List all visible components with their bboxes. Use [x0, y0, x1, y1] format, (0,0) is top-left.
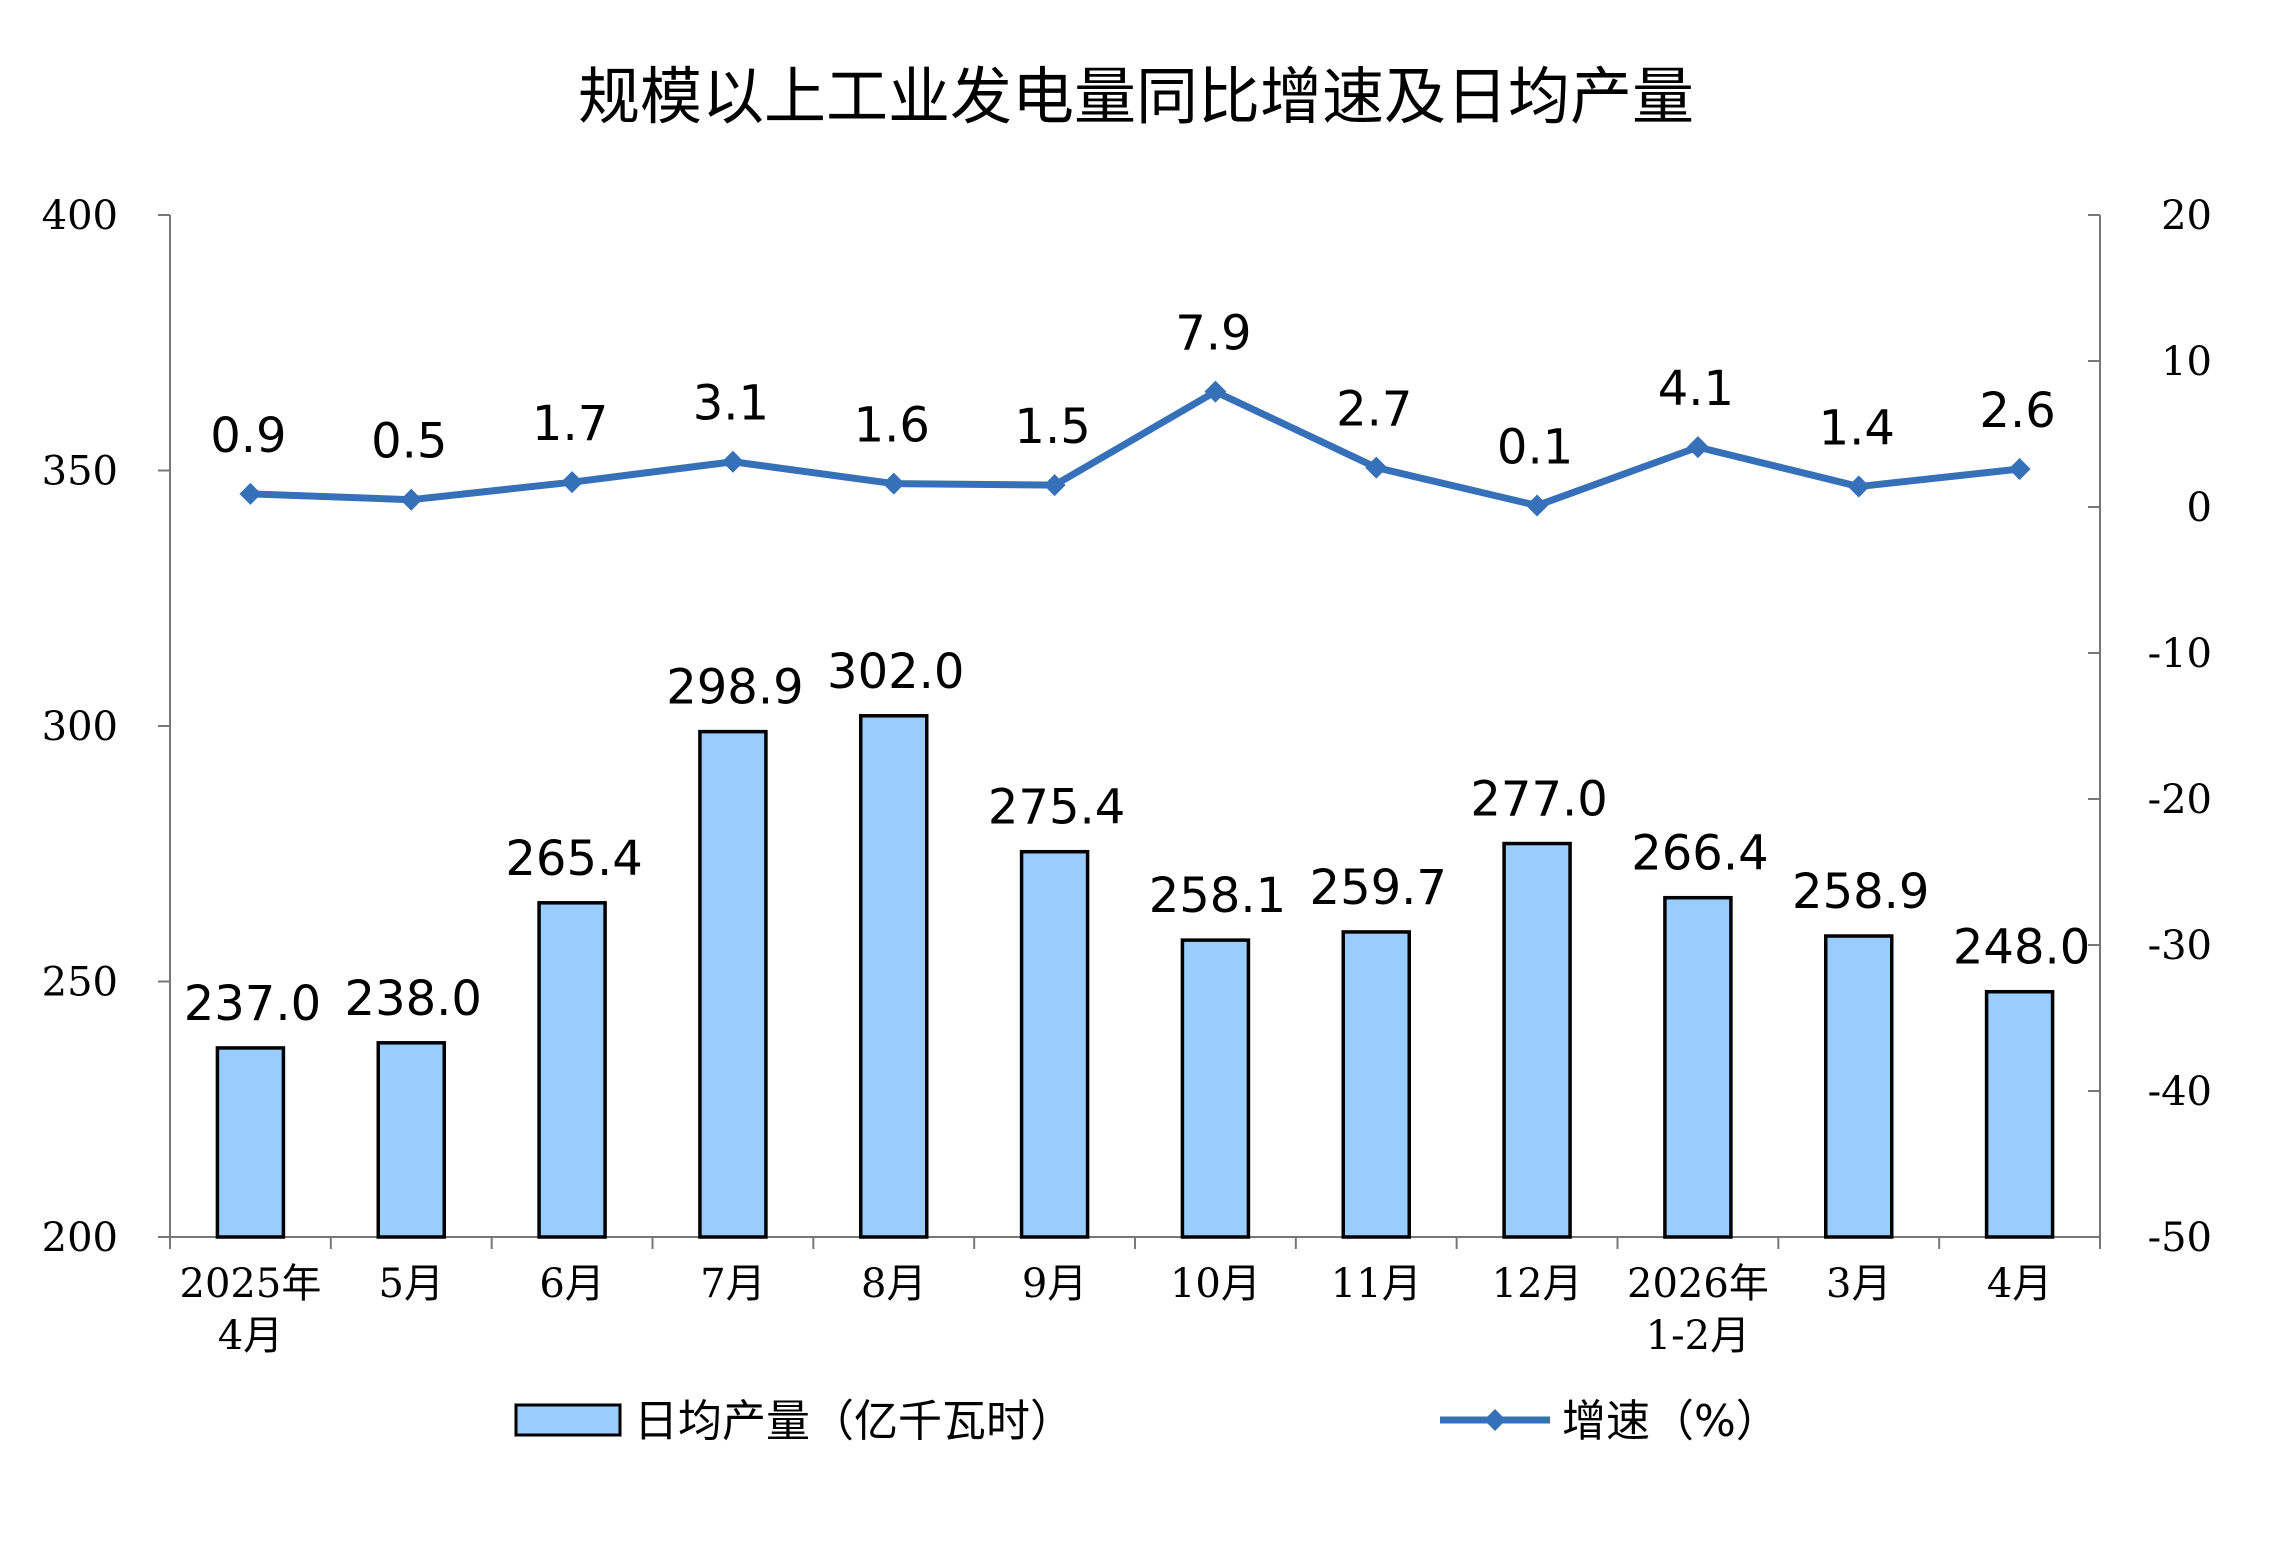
legend-line-label: 增速（%） — [1562, 1396, 1780, 1447]
category-label: 5月 — [379, 1261, 444, 1307]
right-tick-label: 20 — [2161, 193, 2212, 239]
line-data-label: 1.4 — [1819, 401, 1895, 457]
category-label: 8月 — [861, 1261, 926, 1307]
line-point — [239, 482, 262, 505]
bar — [537, 901, 607, 1239]
bar-data-label: 266.4 — [1631, 826, 1768, 882]
category-label: 6月 — [539, 1261, 604, 1307]
legend-line-marker — [1484, 1409, 1506, 1431]
right-tick-label: -30 — [2148, 923, 2212, 969]
bar-data-labels: 237.0 238.0 265.4 298.9 302.0 275.4 258.1 259.7… — [184, 644, 2091, 1032]
legend: 日均产量（亿千瓦时） 增速（%） — [514, 1396, 1780, 1447]
line-point — [1204, 380, 1227, 403]
bar — [1502, 841, 1572, 1239]
legend-bar-swatch — [514, 1403, 622, 1437]
right-tick-label: 0 — [2187, 485, 2212, 531]
category-label: 2026年 — [1627, 1261, 1769, 1307]
line-point — [400, 488, 423, 511]
line-data-label: 2.7 — [1336, 382, 1412, 438]
bar — [215, 1046, 286, 1239]
right-tick-label: 10 — [2161, 339, 2212, 385]
bar-data-label: 302.0 — [827, 644, 964, 700]
bar-data-label: 277.0 — [1470, 772, 1607, 828]
bar — [859, 714, 929, 1239]
bar — [698, 729, 768, 1239]
left-tick-label: 250 — [42, 960, 118, 1006]
line-point — [1365, 456, 1388, 479]
category-label: 9月 — [1022, 1261, 1087, 1307]
line-data-label: 4.1 — [1658, 361, 1734, 417]
line-data-label: 0.5 — [371, 414, 447, 470]
line-point — [1686, 436, 1709, 459]
line-point — [721, 450, 744, 473]
line-data-label: 7.9 — [1175, 306, 1251, 362]
bar — [1824, 934, 1894, 1239]
category-label: 4月 — [1987, 1261, 2052, 1307]
category-label: 12月 — [1492, 1261, 1583, 1307]
right-tick-label: -10 — [2148, 631, 2212, 677]
bar — [1984, 989, 2055, 1239]
bar-series — [215, 714, 2055, 1239]
line-point — [1847, 475, 1870, 498]
bar-data-label: 237.0 — [184, 976, 321, 1032]
bar-data-label: 258.9 — [1792, 864, 1929, 920]
category-label: 7月 — [700, 1261, 765, 1307]
line-data-label: 3.1 — [693, 376, 769, 432]
bar — [1663, 895, 1733, 1239]
line-point — [1043, 474, 1066, 497]
category-label: 3月 — [1826, 1261, 1891, 1307]
legend-bar-label: 日均产量（亿千瓦时） — [634, 1396, 1074, 1447]
line-data-label: 1.6 — [854, 398, 930, 454]
axes: 200 250 300 350 400 -50 -40 -30 -20 -10 0 10 20 — [42, 193, 2212, 1261]
right-tick-label: -40 — [2148, 1069, 2212, 1115]
category-label: 10月 — [1170, 1261, 1261, 1307]
bar-data-label: 265.4 — [505, 831, 642, 887]
line-series — [239, 380, 2031, 517]
line-data-label: 1.5 — [1014, 399, 1090, 455]
line-point — [1526, 494, 1549, 517]
bar — [1180, 938, 1251, 1239]
line-point — [561, 471, 584, 494]
left-tick-label: 400 — [42, 193, 118, 239]
category-label: 1-2月 — [1646, 1313, 1750, 1359]
right-tick-label: -50 — [2148, 1215, 2212, 1261]
line-data-label: 1.7 — [532, 396, 608, 452]
growth-line — [250, 388, 2020, 510]
bar-data-label: 275.4 — [988, 780, 1125, 836]
line-data-label: 2.6 — [1979, 383, 2055, 439]
bar-data-label: 248.0 — [1953, 920, 2090, 976]
chart-title: 规模以上工业发电量同比增速及日均产量 — [578, 60, 1694, 133]
right-tick-label: -20 — [2148, 777, 2212, 823]
bar-data-label: 298.9 — [666, 660, 803, 716]
bar-data-label: 259.7 — [1310, 860, 1447, 916]
line-point — [882, 472, 905, 495]
line-data-label: 0.9 — [210, 408, 286, 464]
left-tick-label: 300 — [42, 704, 118, 750]
category-label: 11月 — [1331, 1261, 1422, 1307]
bar-data-label: 238.0 — [345, 971, 482, 1027]
bar-data-label: 258.1 — [1149, 868, 1286, 924]
line-data-label: 0.1 — [1497, 420, 1573, 476]
bar — [1019, 849, 1090, 1239]
line-data-labels: 0.9 0.5 1.7 3.1 1.6 1.5 7.9 2.7 0.1 4.1 1.4 2.6 — [210, 306, 2056, 476]
line-point — [2008, 458, 2031, 481]
bar — [376, 1041, 446, 1239]
category-label: 4月 — [218, 1313, 283, 1359]
left-tick-label: 200 — [42, 1215, 118, 1261]
left-tick-label: 350 — [42, 449, 118, 495]
category-label: 2025年 — [180, 1261, 322, 1307]
category-labels: 2025年 4月 5月 6月 7月 8月 9月 10月 11月 12月 2026年 1-2月 3月 4月 — [180, 1261, 2053, 1359]
bar — [1341, 930, 1411, 1239]
